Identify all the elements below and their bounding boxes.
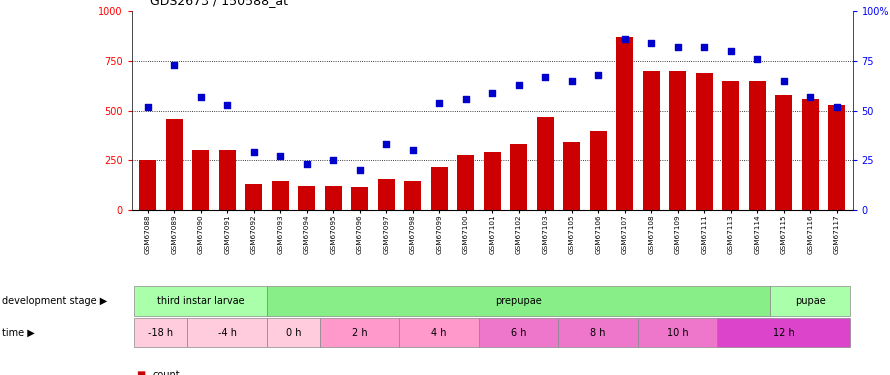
Point xyxy=(644,40,659,46)
Bar xyxy=(245,184,263,210)
Point xyxy=(406,147,420,153)
Bar xyxy=(267,286,771,316)
Point xyxy=(564,78,578,84)
Bar xyxy=(802,99,819,210)
Point xyxy=(485,90,499,96)
Bar xyxy=(188,318,267,348)
Bar xyxy=(320,318,400,348)
Bar xyxy=(589,132,607,210)
Text: 2 h: 2 h xyxy=(352,328,368,338)
Point xyxy=(193,94,207,100)
Bar xyxy=(166,118,182,210)
Text: development stage ▶: development stage ▶ xyxy=(2,296,107,306)
Point xyxy=(220,102,234,108)
Bar xyxy=(479,318,558,348)
Point xyxy=(803,94,817,100)
Bar xyxy=(563,142,580,210)
Point xyxy=(273,153,287,159)
Bar xyxy=(696,73,713,210)
Text: 10 h: 10 h xyxy=(667,328,689,338)
Bar xyxy=(404,181,421,210)
Point xyxy=(618,36,632,42)
Point xyxy=(167,62,182,68)
Text: 12 h: 12 h xyxy=(773,328,795,338)
Text: third instar larvae: third instar larvae xyxy=(157,296,245,306)
Bar xyxy=(325,186,342,210)
Bar xyxy=(134,286,267,316)
Point xyxy=(247,149,261,155)
Bar xyxy=(558,318,638,348)
Point xyxy=(352,167,367,173)
Bar xyxy=(134,318,188,348)
Bar xyxy=(638,318,717,348)
Bar xyxy=(775,95,792,210)
Text: GDS2673 / 150588_at: GDS2673 / 150588_at xyxy=(150,0,287,8)
Point xyxy=(670,44,684,50)
Point xyxy=(829,104,844,110)
Text: 8 h: 8 h xyxy=(590,328,606,338)
Point xyxy=(591,72,605,78)
Point xyxy=(777,78,791,84)
Bar xyxy=(431,167,448,210)
Bar xyxy=(298,186,315,210)
Bar xyxy=(616,37,634,210)
Point xyxy=(458,96,473,102)
Text: time ▶: time ▶ xyxy=(2,328,35,338)
Bar xyxy=(483,152,501,210)
Bar xyxy=(771,286,850,316)
Bar xyxy=(717,318,850,348)
Text: 0 h: 0 h xyxy=(286,328,301,338)
Bar xyxy=(271,181,288,210)
Point xyxy=(300,161,314,167)
Bar xyxy=(192,150,209,210)
Text: 4 h: 4 h xyxy=(432,328,447,338)
Point xyxy=(750,56,765,62)
Bar xyxy=(139,160,157,210)
Text: count: count xyxy=(152,370,180,375)
Text: ■: ■ xyxy=(136,370,145,375)
Bar xyxy=(748,81,765,210)
Bar xyxy=(510,144,527,210)
Text: pupae: pupae xyxy=(795,296,826,306)
Bar xyxy=(351,187,368,210)
Bar xyxy=(267,318,320,348)
Point xyxy=(724,48,738,54)
Text: -18 h: -18 h xyxy=(149,328,174,338)
Bar xyxy=(669,71,686,210)
Point xyxy=(379,141,393,147)
Point xyxy=(697,44,711,50)
Point xyxy=(512,82,526,88)
Point xyxy=(538,74,553,80)
Bar xyxy=(828,105,846,210)
Bar xyxy=(643,71,659,210)
Point xyxy=(141,104,155,110)
Bar xyxy=(457,155,474,210)
Point xyxy=(326,158,340,164)
Bar xyxy=(537,117,554,210)
Text: prepupae: prepupae xyxy=(496,296,542,306)
Bar xyxy=(377,179,395,210)
Bar xyxy=(219,150,236,210)
Bar xyxy=(722,81,740,210)
Bar xyxy=(400,318,479,348)
Text: -4 h: -4 h xyxy=(218,328,237,338)
Point xyxy=(432,100,446,106)
Text: 6 h: 6 h xyxy=(511,328,526,338)
